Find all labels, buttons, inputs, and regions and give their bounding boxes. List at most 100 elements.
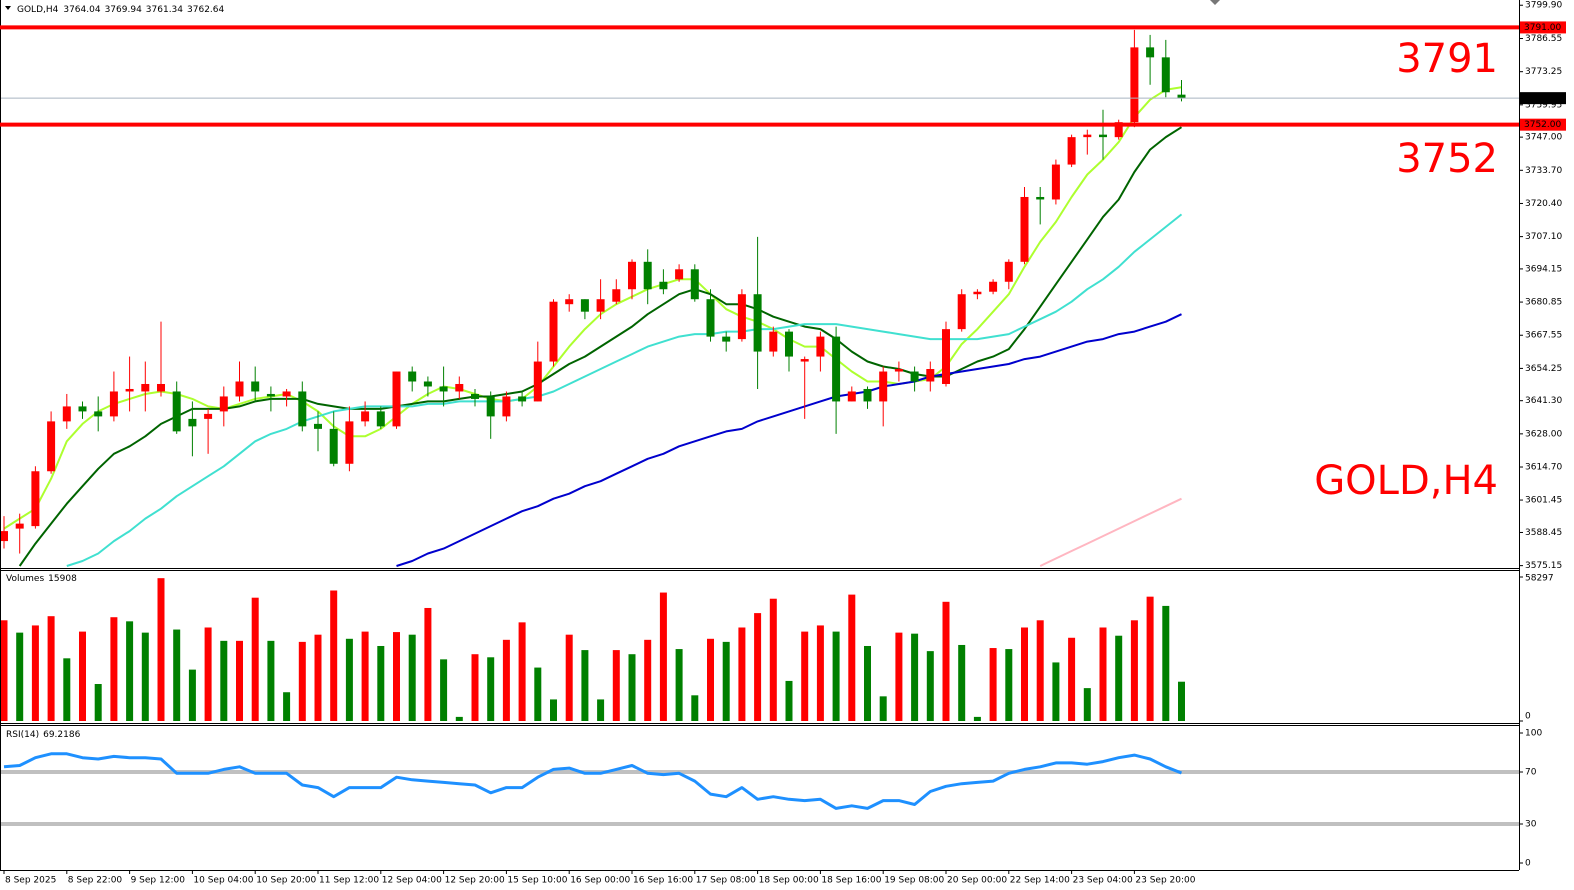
candle-body — [769, 331, 778, 352]
candle-body — [439, 386, 448, 392]
x-tick-label: 16 Sep 00:00 — [570, 876, 630, 886]
candle-body — [643, 261, 652, 290]
x-tick-label: 8 Sep 22:00 — [68, 876, 123, 886]
volume-bar — [314, 634, 322, 721]
candle-body — [1004, 261, 1013, 282]
x-tick-label: 23 Sep 20:00 — [1135, 876, 1195, 886]
volume-bar — [267, 640, 275, 721]
candle-body — [863, 388, 872, 402]
y-tick-label: 3575.15 — [1525, 561, 1562, 571]
level-annotation: 3752 — [1396, 136, 1498, 182]
x-tick-label: 8 Sep 2025 — [5, 876, 56, 886]
candle-body — [894, 369, 903, 372]
y-tick-label: 30 — [1525, 820, 1537, 830]
symbol-annotation: GOLD,H4 — [1314, 458, 1498, 504]
level-box — [1520, 118, 1566, 131]
candle-body — [1146, 47, 1155, 58]
volume-last: 15908 — [48, 574, 77, 584]
level-label: 3791.00 — [1524, 23, 1561, 33]
y-tick-label: 3747.00 — [1525, 133, 1562, 143]
y-tick-label: 3786.55 — [1525, 34, 1562, 44]
volume-bar — [79, 631, 86, 721]
candle-body — [1114, 122, 1123, 138]
menu-arrow[interactable] — [5, 6, 11, 10]
chart-header: GOLD,H4 3764.04 3769.94 3761.34 3762.64 — [17, 5, 225, 15]
y-tick-label: 3720.40 — [1525, 199, 1562, 209]
rsi-title: RSI(14) — [6, 730, 39, 740]
moving-average — [18, 126, 1183, 567]
candle-body — [361, 411, 370, 422]
volume-bar — [283, 692, 291, 721]
volume-bar — [471, 654, 479, 721]
moving-average — [3, 86, 1182, 530]
volume-bar — [204, 627, 212, 721]
current-price-box — [1520, 92, 1566, 105]
x-tick-label: 10 Sep 04:00 — [193, 876, 253, 886]
candle-body — [785, 331, 793, 357]
level-annotation: 3791 — [1396, 36, 1498, 82]
y-tick-label: 100 — [1525, 729, 1542, 739]
candle-body — [879, 371, 888, 402]
volume-title: Volumes — [6, 574, 44, 584]
volume-bar — [1052, 662, 1060, 721]
candle-body — [1099, 134, 1107, 138]
x-tick-label: 16 Sep 16:00 — [633, 876, 693, 886]
moving-average — [396, 313, 1182, 567]
x-tick-label: 22 Sep 14:00 — [1010, 876, 1070, 886]
candle-body — [1177, 94, 1186, 99]
candle-body — [188, 418, 197, 427]
x-tick-label: 11 Sep 12:00 — [319, 876, 379, 886]
candle-body — [659, 281, 668, 290]
candle-body — [690, 269, 699, 300]
candle-body — [266, 393, 275, 397]
rsi-pane — [0, 752, 1519, 826]
volume-bar — [424, 607, 432, 721]
ohlc-open: 3764.04 — [63, 5, 100, 15]
candle-body — [816, 336, 825, 357]
candle-body — [1051, 164, 1060, 200]
volume-bar — [502, 639, 510, 721]
volume-bar — [455, 716, 463, 721]
candle-body — [408, 371, 417, 382]
candle-body — [1067, 137, 1076, 165]
candle-body — [471, 393, 479, 399]
candle-body — [125, 388, 134, 392]
candle-body — [345, 421, 354, 464]
volume-bar — [691, 695, 699, 721]
x-tick-label: 9 Sep 12:00 — [131, 876, 186, 886]
volume-bar — [738, 627, 746, 721]
candle-body — [31, 471, 40, 527]
candle-body — [486, 396, 495, 417]
volume-bar — [141, 632, 149, 721]
y-tick-label: 0 — [1525, 859, 1531, 869]
volume-bar — [377, 645, 385, 721]
volume-bar — [816, 625, 824, 721]
ohlc-close: 3762.64 — [187, 5, 224, 15]
candle-body — [1161, 57, 1170, 93]
candle-body — [722, 336, 731, 342]
y-tick-label: 3707.10 — [1525, 232, 1562, 242]
volume-bar — [895, 632, 903, 721]
symbol: GOLD,H4 — [17, 5, 59, 15]
volume-bar — [1021, 627, 1028, 721]
candle-body — [94, 411, 103, 417]
volume-bar — [785, 680, 793, 721]
candle-body — [1130, 47, 1139, 123]
volume-bar — [157, 578, 165, 721]
volume-bar — [1178, 681, 1185, 721]
volume-bar — [63, 658, 71, 721]
candle-body — [926, 369, 935, 382]
volume-bar — [612, 650, 620, 721]
volume-bar — [188, 669, 196, 721]
volume-bar — [848, 594, 856, 721]
volume-bar — [534, 667, 542, 721]
volume-bar — [879, 696, 887, 721]
candle-body — [989, 281, 998, 292]
candle-body — [973, 291, 982, 295]
volume-bar — [487, 657, 495, 721]
volume-bar — [31, 625, 39, 721]
ohlc-high: 3769.94 — [105, 5, 142, 15]
candle-body — [15, 523, 24, 529]
volume-header: Volumes 15908 — [6, 574, 77, 584]
candle-body — [800, 359, 809, 362]
